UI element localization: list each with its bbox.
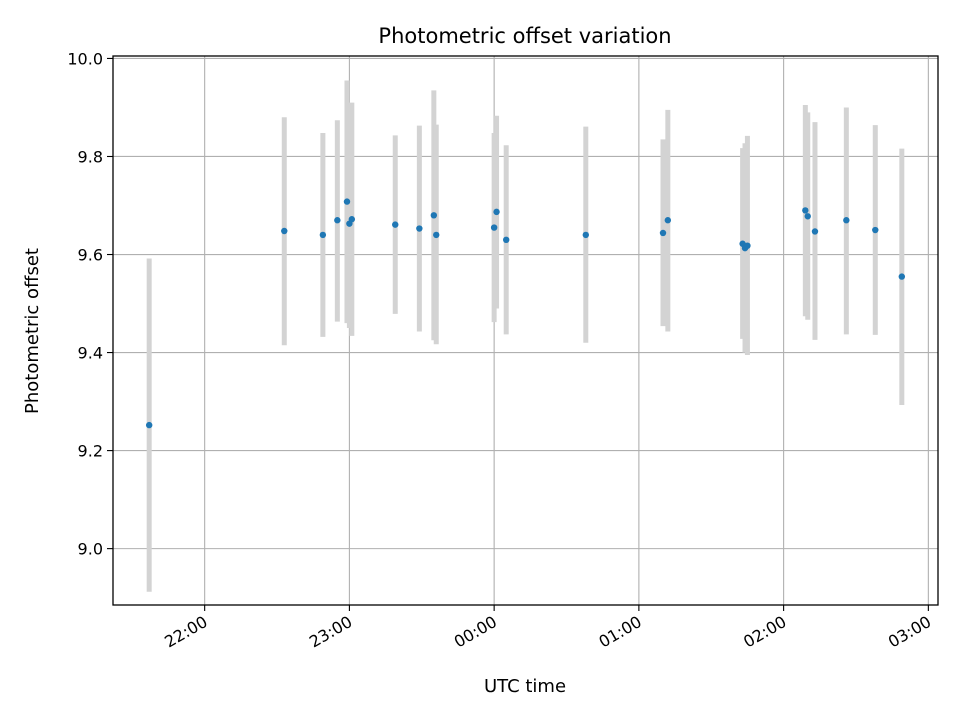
data-point bbox=[744, 242, 751, 249]
y-tick-label: 9.6 bbox=[78, 246, 103, 265]
data-point bbox=[802, 207, 809, 214]
chart-title: Photometric offset variation bbox=[378, 24, 671, 48]
data-point bbox=[898, 273, 906, 280]
y-axis-title: Photometric offset bbox=[22, 248, 43, 414]
y-tick-label: 9.2 bbox=[78, 442, 103, 461]
data-point bbox=[145, 421, 153, 429]
data-point bbox=[582, 231, 590, 239]
data-point bbox=[843, 217, 850, 224]
data-point bbox=[664, 217, 672, 224]
data-point bbox=[503, 236, 510, 244]
data-point bbox=[392, 221, 399, 228]
data-points bbox=[145, 198, 906, 429]
y-tick-label: 9.8 bbox=[78, 147, 103, 166]
data-point bbox=[348, 216, 356, 223]
x-axis-title: UTC time bbox=[484, 676, 566, 697]
data-point bbox=[281, 227, 288, 235]
y-tick-label: 10.0 bbox=[67, 49, 103, 68]
data-point bbox=[811, 228, 819, 235]
data-point bbox=[490, 224, 498, 231]
data-point bbox=[343, 198, 351, 205]
data-point bbox=[416, 225, 423, 232]
data-point bbox=[659, 229, 667, 237]
data-point bbox=[334, 217, 341, 224]
y-tick-label: 9.0 bbox=[78, 540, 103, 559]
data-point bbox=[430, 212, 438, 219]
y-tick-label: 9.4 bbox=[78, 344, 103, 363]
data-point bbox=[872, 226, 879, 234]
plot-frame bbox=[112, 55, 939, 606]
y-axis: 9.0 9.2 9.4 9.6 9.8 10.0 bbox=[67, 49, 113, 559]
data-point bbox=[433, 231, 440, 239]
data-point bbox=[493, 208, 500, 216]
data-point bbox=[804, 213, 811, 220]
data-point bbox=[319, 231, 327, 239]
